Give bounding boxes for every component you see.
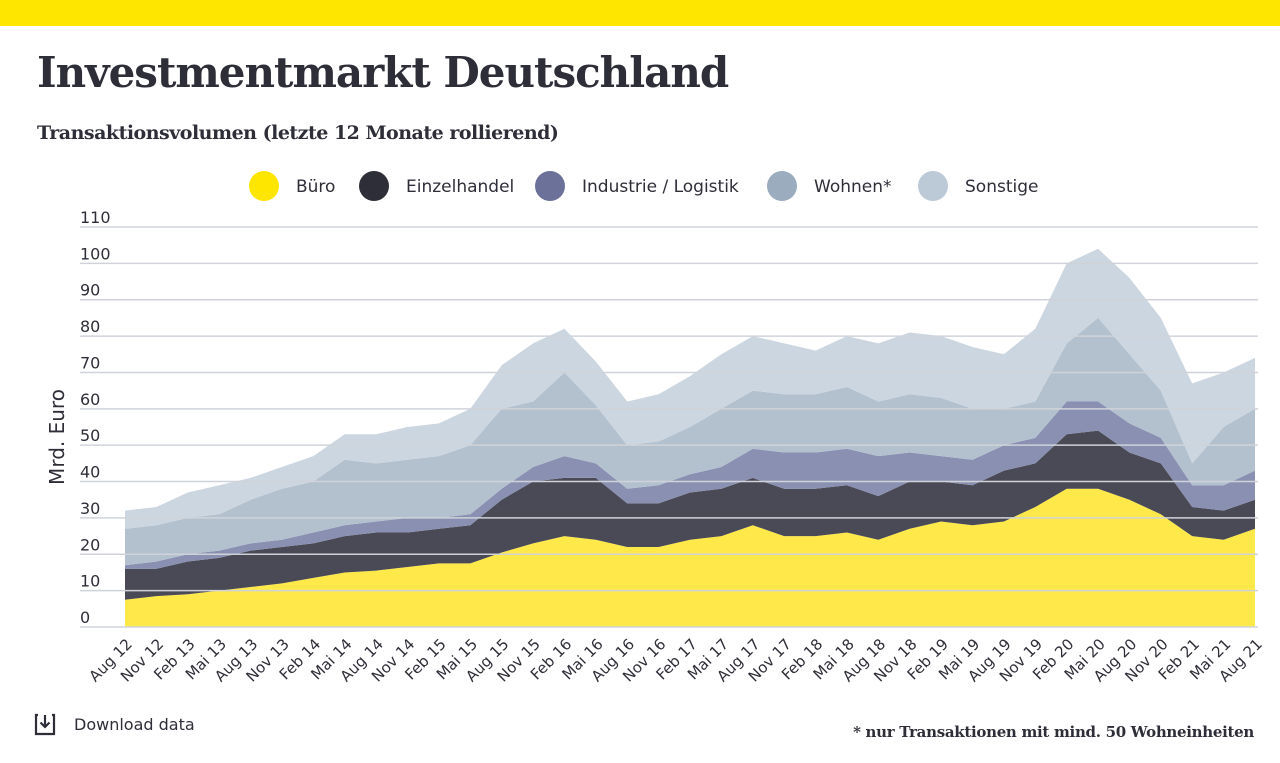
legend-label: Industrie / Logistik [582,177,739,197]
legend-swatch [767,171,797,201]
subtitle: Transaktionsvolumen (letzte 12 Monate ro… [37,122,559,144]
y-tick-label: 30 [80,499,100,518]
legend-swatch [535,171,565,201]
area [125,401,1255,569]
legend-swatch [249,171,279,201]
legend-swatch [359,171,389,201]
download-label[interactable]: Download data [74,714,195,734]
y-tick-label: 110 [80,208,111,227]
area [125,488,1255,627]
y-tick-label: 0 [80,608,90,627]
legend-label: Büro [296,177,335,197]
y-tick-label: 70 [80,353,100,372]
y-tick-label: 100 [80,244,111,263]
y-tick-label: 10 [80,572,100,591]
legend-label: Wohnen* [814,177,892,197]
top-bar [0,0,1280,26]
legend-swatch [918,171,948,201]
y-tick-label: 80 [80,317,100,336]
area [125,317,1255,566]
footnote: * nur Transaktionen mit mind. 50 Wohnein… [853,723,1254,741]
area [125,248,1255,529]
y-tick-label: 60 [80,390,100,409]
chart: Büro Einzelhandel Industrie / Logistik Wohn… [45,171,1266,685]
y-tick-label: 50 [80,426,100,445]
y-tick-label: 40 [80,463,100,482]
y-axis-label: Mrd. Euro [45,389,69,485]
legend-label: Einzelhandel [406,177,514,197]
download-icon [34,713,56,736]
legend-label: Sonstige [965,177,1038,197]
y-tick-label: 90 [80,281,100,300]
y-tick-label: 20 [80,535,100,554]
download-button[interactable]: Download data [34,712,195,736]
title: Investmentmarkt Deutschland [37,48,729,97]
area [125,430,1255,600]
